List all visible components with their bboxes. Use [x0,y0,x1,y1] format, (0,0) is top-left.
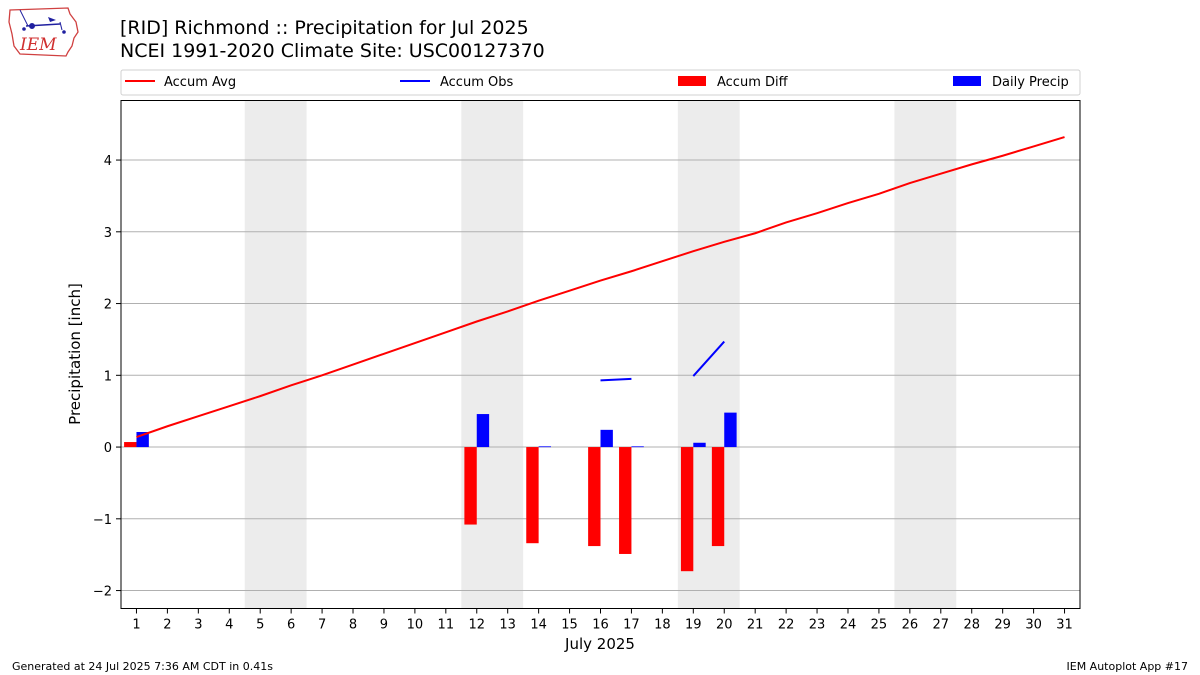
iem-logo: IEM [8,7,79,57]
x-tick-label: 25 [871,618,888,633]
x-tick-label: 12 [468,618,485,633]
y-tick-label: 2 [104,298,112,313]
accum-diff-bar [124,442,137,448]
x-tick-label: 7 [318,618,326,633]
x-tick-label: 5 [256,618,264,633]
y-tick-label: 0 [104,441,112,456]
daily-precip-bar [693,442,706,448]
bars [124,412,737,572]
daily-precip-bar [724,412,737,448]
x-tick-label: 3 [194,618,202,633]
x-axis: 1 2 3 4 5 6 7 8 9 10 11 12 13 14 15 16 17 18 19 20 21 22 23 24 2… [132,608,1073,633]
legend-label-accum-diff: Accum Diff [717,75,789,90]
x-tick-label: 13 [499,618,516,633]
logo-text: IEM [19,35,57,55]
app-credit: IEM Autoplot App #17 [1066,660,1189,673]
accum-avg-line [136,136,1065,438]
x-tick-label: 4 [225,618,233,633]
x-tick-label: 17 [623,618,640,633]
y-tick-label: 3 [104,226,112,241]
x-tick-label: 19 [685,618,702,633]
x-tick-label: 28 [963,618,980,633]
y-axis: −2 −1 0 1 2 3 4 [93,154,121,600]
y-tick-label: 1 [104,369,112,384]
weekend-band [461,100,524,609]
daily-precip-bar [631,446,644,448]
y-tick-label: −1 [93,513,112,528]
x-tick-label: 22 [778,618,795,633]
accum-obs-line [692,340,725,377]
x-tick-label: 18 [654,618,671,633]
x-tick-label: 27 [933,618,950,633]
x-tick-label: 26 [902,618,919,633]
x-tick-label: 8 [349,618,357,633]
accum-diff-bar [526,447,539,544]
weekend-band [894,100,957,609]
x-tick-label: 16 [592,618,609,633]
legend-frame [120,69,1081,96]
x-tick-label: 2 [163,618,171,633]
x-tick-label: 29 [994,618,1011,633]
generated-timestamp: Generated at 24 Jul 2025 7:36 AM CDT in … [12,660,273,673]
legend-label-accum-obs: Accum Obs [440,75,513,90]
legend-label-accum-avg: Accum Avg [164,75,236,90]
accum-diff-bar [619,447,632,554]
daily-precip-bar [600,429,613,448]
iowa-state-outline-icon [8,7,79,57]
x-tick-label: 9 [380,618,388,633]
legend-swatch-accum-diff [678,76,706,86]
x-tick-label: 31 [1056,618,1073,633]
x-tick-label: 11 [438,618,455,633]
weather-station-icon [19,9,66,34]
accum-diff-bar [680,447,694,572]
chart-subtitle: NCEI 1991-2020 Climate Site: USC00127370 [120,40,545,62]
x-tick-label: 15 [561,618,578,633]
chart-title: [RID] Richmond :: Precipitation for Jul … [120,17,529,39]
accum-diff-bar [711,447,725,547]
accum-diff-bar [464,447,477,525]
weekend-band [244,100,307,609]
x-tick-label: 23 [809,618,826,633]
daily-precip-bar [538,446,552,448]
legend: Accum Avg Accum Obs Accum Diff Daily Pre… [120,69,1081,96]
legend-swatch-daily-precip [953,76,981,86]
x-tick-label: 10 [407,618,424,633]
lines [136,136,1065,438]
x-tick-label: 1 [132,618,140,633]
y-tick-label: −2 [93,585,112,600]
legend-label-daily-precip: Daily Precip [992,75,1069,90]
y-tick-label: 4 [104,154,112,169]
x-axis-label: July 2025 [564,635,635,653]
accum-obs-line [600,377,632,382]
x-tick-label: 6 [287,618,295,633]
x-tick-label: 30 [1025,618,1042,633]
x-tick-label: 20 [716,618,733,633]
daily-precip-bar [476,414,490,448]
x-tick-label: 24 [840,618,857,633]
accum-diff-bar [588,447,601,547]
y-axis-label: Precipitation [inch] [66,283,84,425]
x-tick-label: 21 [747,618,764,633]
x-tick-label: 14 [530,618,547,633]
